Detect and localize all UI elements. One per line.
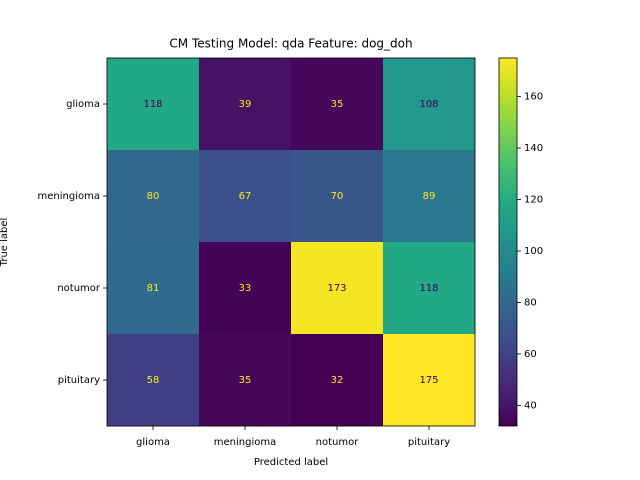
colorbar-tick-label: 120 — [524, 195, 543, 206]
cell-label: 35 — [331, 99, 344, 110]
colorbar-tick-label: 160 — [524, 92, 543, 103]
y-axis-label: True label — [0, 218, 10, 268]
cell-label: 70 — [331, 191, 344, 202]
y-tick-label: pituitary — [58, 375, 100, 386]
heatmap-cell — [107, 334, 200, 427]
heatmap-cell — [199, 150, 292, 243]
heatmap-cell — [199, 334, 292, 427]
cell-label: 89 — [423, 191, 436, 202]
colorbar-tick-label: 60 — [524, 349, 537, 360]
cell-label: 35 — [239, 375, 252, 386]
heatmap-cell — [291, 150, 384, 243]
x-tick-label: glioma — [136, 437, 170, 448]
cell-label: 81 — [147, 283, 160, 294]
heatmap-cell — [199, 58, 292, 151]
y-tick-label: notumor — [57, 283, 101, 294]
x-tick-label: notumor — [316, 437, 360, 448]
heatmap-cell — [291, 58, 384, 151]
x-tick-label: pituitary — [408, 437, 450, 448]
cell-label: 39 — [239, 99, 252, 110]
cell-label: 118 — [143, 99, 162, 110]
cell-label: 32 — [331, 375, 344, 386]
cell-label: 108 — [419, 99, 438, 110]
cell-label: 33 — [239, 283, 252, 294]
heatmap-cell — [107, 242, 200, 335]
plot-frame — [106, 57, 476, 427]
y-tick-label: glioma — [66, 99, 100, 110]
colorbar-tick-label: 40 — [524, 400, 537, 411]
heatmap-cell — [291, 334, 384, 427]
heatmap-cell — [107, 58, 200, 151]
colorbar-tick-label: 80 — [524, 297, 537, 308]
heatmap-cell — [383, 58, 476, 151]
cell-label: 118 — [419, 283, 438, 294]
heatmap-cell — [291, 242, 384, 335]
colorbar-tick-label: 140 — [524, 143, 543, 154]
cell-label: 80 — [147, 191, 160, 202]
colorbar — [498, 57, 518, 427]
chart-title: CM Testing Model: qda Feature: dog_doh — [169, 37, 412, 51]
x-tick-label: meningioma — [214, 437, 276, 448]
heatmap-cell — [107, 150, 200, 243]
heatmap-cell — [199, 242, 292, 335]
heatmap-cell — [383, 242, 476, 335]
cell-label: 175 — [419, 375, 438, 386]
cell-label: 67 — [239, 191, 252, 202]
cell-label: 173 — [327, 283, 346, 294]
x-axis-label: Predicted label — [254, 457, 328, 468]
cell-label: 58 — [147, 375, 160, 386]
heatmap-cell — [383, 150, 476, 243]
heatmap-cell — [383, 334, 476, 427]
y-tick-label: meningioma — [38, 191, 100, 202]
colorbar-tick-label: 100 — [524, 246, 543, 257]
